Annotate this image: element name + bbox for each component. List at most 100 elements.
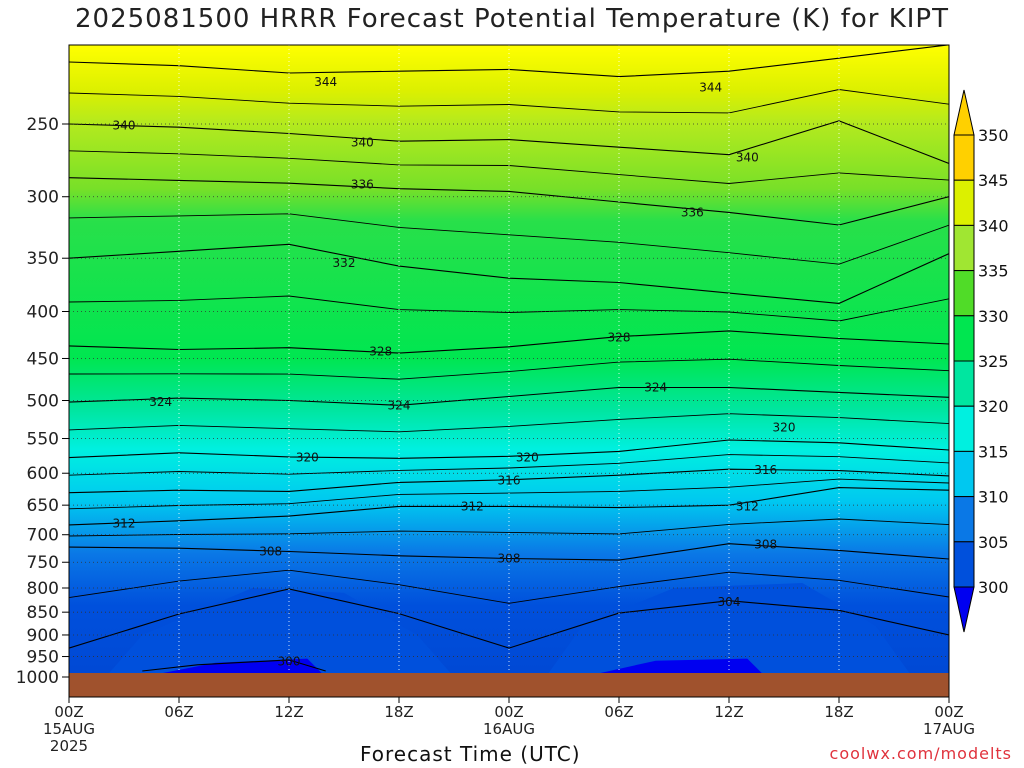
contour-label: 344 xyxy=(314,75,337,89)
cold-pool-3 xyxy=(582,658,766,677)
contour-label-text: 336 xyxy=(351,178,374,192)
contour-label-text: 340 xyxy=(736,151,759,165)
colorbar-label: 350 xyxy=(978,126,1009,145)
colorbar-label: 315 xyxy=(978,442,1009,461)
contour-label-text: 320 xyxy=(516,451,539,465)
contour-label: 316 xyxy=(754,463,777,477)
contour-label-text: 344 xyxy=(314,75,337,89)
y-tick-label: 800 xyxy=(27,579,59,599)
contour-label-text: 328 xyxy=(369,344,392,358)
isotherm-328 xyxy=(69,330,949,354)
y-tick-label: 950 xyxy=(27,648,59,668)
isotherm-minor-8 xyxy=(69,518,949,537)
colorbar-label: 330 xyxy=(978,307,1009,326)
colorbar-label: 325 xyxy=(978,352,1009,371)
credit-text: coolwx.com/modelts xyxy=(829,744,1012,763)
isotherm-304 xyxy=(69,588,949,649)
colorbar-label: 320 xyxy=(978,397,1009,416)
x-tick-label: 06Z xyxy=(164,703,193,721)
isotherm-minor-9 xyxy=(69,569,949,604)
colorbar-segment-340 xyxy=(953,224,975,272)
contour-label-text: 300 xyxy=(278,655,301,669)
chart-title: 2025081500 HRRR Forecast Potential Tempe… xyxy=(74,4,949,34)
isotherm-minor-0 xyxy=(69,89,949,114)
x-tick-label: 00Z xyxy=(54,703,83,721)
x-tick-label: 06Z xyxy=(604,703,633,721)
contour-label: 308 xyxy=(754,537,777,551)
x-tick-label: 00Z xyxy=(934,703,963,721)
colorbar-segment-330 xyxy=(953,315,975,362)
isotherm-340 xyxy=(69,120,949,165)
y-tick-label: 300 xyxy=(27,188,59,208)
contour-label-text: 324 xyxy=(149,395,172,409)
y-tick-label: 400 xyxy=(27,302,59,322)
colorbar-segment-310 xyxy=(953,496,975,543)
y-tick-label: 700 xyxy=(27,526,59,546)
contour-label-text: 320 xyxy=(773,420,796,434)
x-tick-label: 12Z xyxy=(714,703,743,721)
colorbar-label: 305 xyxy=(978,533,1009,552)
contour-label-text: 320 xyxy=(296,451,319,465)
y-tick-label: 450 xyxy=(27,349,59,369)
isotherm-308 xyxy=(69,543,949,561)
contour-label: 316 xyxy=(498,473,521,487)
contour-label: 340 xyxy=(351,136,374,150)
contour-label: 324 xyxy=(644,381,667,395)
isotherm-336 xyxy=(69,177,949,226)
contour-label: 336 xyxy=(681,205,704,219)
colorbar-segment-325 xyxy=(953,360,975,407)
isotherm-312 xyxy=(69,487,949,526)
contour-label: 332 xyxy=(333,256,356,270)
isotherm-minor-3 xyxy=(69,295,949,322)
x-tick-label: 18Z xyxy=(824,703,853,721)
x-tick-label: 17AUG xyxy=(923,720,975,738)
contour-label: 320 xyxy=(773,420,796,434)
isotherm-minor-2 xyxy=(69,213,949,265)
ground-bar xyxy=(69,673,949,697)
isotherm-324 xyxy=(69,386,949,406)
plot-area: 344 344 340 340 340 336 336 332 328 328 324 324 324 3… xyxy=(69,45,949,697)
contour-label-text: 316 xyxy=(754,463,777,477)
x-axis-label: Forecast Time (UTC) xyxy=(360,742,581,766)
colorbar-segment-350 xyxy=(953,134,975,181)
y-tick-label: 750 xyxy=(27,553,59,573)
contour-label: 324 xyxy=(388,398,411,412)
contour-label: 308 xyxy=(498,552,521,566)
colorbar-arrow-top xyxy=(953,89,975,136)
x-tick-label: 18Z xyxy=(384,703,413,721)
colorbar-segment-305 xyxy=(953,541,975,588)
isotherm-332 xyxy=(69,243,949,304)
isotherm-316 xyxy=(69,468,949,494)
contour-label: 300 xyxy=(278,655,301,669)
colorbar-segment-320 xyxy=(953,405,975,452)
isotherm-minor-6 xyxy=(69,454,949,476)
contour-label-text: 316 xyxy=(498,473,521,487)
contour-label-text: 332 xyxy=(333,256,356,270)
colorbar-label: 300 xyxy=(978,578,1009,597)
contour-label: 340 xyxy=(113,119,136,133)
colorbar-segment-345 xyxy=(953,179,975,226)
isotherm-minor-4 xyxy=(69,358,949,380)
contour-label: 312 xyxy=(113,517,136,531)
contour-label: 312 xyxy=(461,499,484,513)
contour-label-text: 312 xyxy=(113,517,136,531)
contour-label-text: 324 xyxy=(644,381,667,395)
colorbar-segment-335 xyxy=(953,270,975,317)
cold-pool-0 xyxy=(105,588,454,677)
contour-label: 320 xyxy=(516,451,539,465)
y-tick-label: 850 xyxy=(27,603,59,623)
y-tick-label: 550 xyxy=(27,430,59,450)
contour-label: 328 xyxy=(369,344,392,358)
contour-label: 340 xyxy=(736,151,759,165)
y-tick-label: 1000 xyxy=(16,668,59,688)
y-tick-label: 500 xyxy=(27,392,59,412)
y-tick-label: 250 xyxy=(27,115,59,135)
contour-label-text: 312 xyxy=(736,499,759,513)
x-tick-label: 00Z xyxy=(494,703,523,721)
contour-label-text: 308 xyxy=(754,537,777,551)
contour-label-text: 312 xyxy=(461,499,484,513)
colorbar-arrow-bottom xyxy=(953,586,975,633)
y-tick-label: 650 xyxy=(27,496,59,516)
contour-label-text: 328 xyxy=(608,331,631,345)
